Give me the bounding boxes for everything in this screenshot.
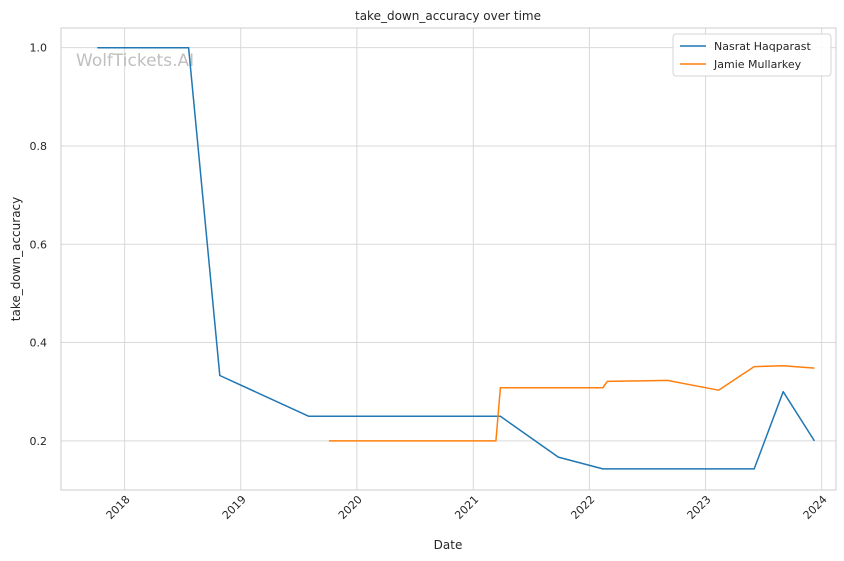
y-axis-ticks: 0.2 0.4 0.6 0.8 1.0 [30, 42, 48, 448]
watermark: WolfTickets.AI [76, 51, 194, 71]
data-point [753, 365, 755, 367]
data-point [666, 379, 668, 381]
legend-label-nasrat-haqparast: Nasrat Haqparast [714, 40, 811, 53]
y-tick-label: 0.6 [30, 238, 48, 251]
chart-title: take_down_accuracy over time [355, 9, 541, 23]
legend-label-jamie-mullarkey: Jamie Mullarkey [713, 58, 802, 71]
plot-frame [60, 27, 837, 491]
y-tick-label: 0.2 [30, 435, 48, 448]
data-point [308, 415, 310, 417]
data-point [813, 440, 815, 442]
data-point [499, 387, 501, 389]
series-layer [96, 46, 816, 470]
y-tick-label: 0.8 [30, 140, 48, 153]
data-point [557, 456, 559, 458]
data-point [602, 468, 604, 470]
y-tick-label: 1.0 [30, 42, 48, 55]
series-line-jamie-mullarkey [328, 364, 815, 442]
data-point [499, 415, 501, 417]
data-point [495, 440, 497, 442]
data-point [328, 440, 330, 442]
data-point [219, 374, 221, 376]
x-axis-title: Date [434, 538, 463, 552]
legend-box [672, 33, 832, 77]
data-point [753, 468, 755, 470]
y-axis-title: take_down_accuracy [9, 197, 23, 321]
y-tick-label: 0.4 [30, 337, 48, 350]
data-point [96, 46, 98, 48]
grid [61, 28, 836, 490]
legend: Nasrat Haqparast Jamie Mullarkey [672, 33, 832, 77]
data-point [782, 391, 784, 393]
data-point [606, 380, 608, 382]
data-point [813, 367, 815, 369]
series-line-nasrat-haqparast [97, 46, 816, 470]
data-point [717, 389, 719, 391]
data-point [782, 364, 784, 366]
data-point [187, 46, 189, 48]
data-point [602, 387, 604, 389]
